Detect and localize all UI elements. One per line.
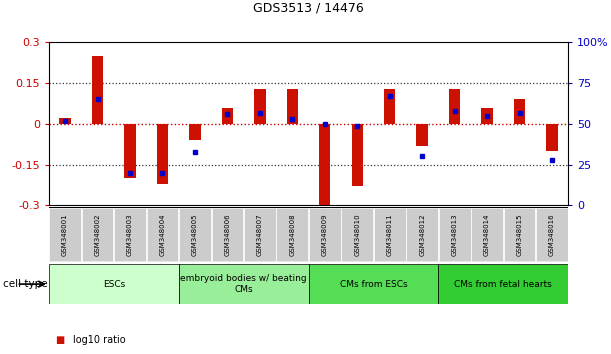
FancyBboxPatch shape <box>309 208 341 261</box>
Bar <box>189 124 200 140</box>
Bar <box>157 124 168 184</box>
Bar <box>417 124 428 145</box>
FancyBboxPatch shape <box>406 208 438 261</box>
Text: GSM348003: GSM348003 <box>127 213 133 256</box>
Text: ESCs: ESCs <box>103 280 125 289</box>
FancyBboxPatch shape <box>471 208 503 261</box>
FancyBboxPatch shape <box>342 208 373 261</box>
FancyBboxPatch shape <box>49 208 81 261</box>
Text: GSM348015: GSM348015 <box>516 213 522 256</box>
Text: cell type: cell type <box>3 279 48 289</box>
Bar <box>125 124 136 178</box>
FancyBboxPatch shape <box>536 208 568 261</box>
Bar <box>514 99 525 124</box>
FancyBboxPatch shape <box>309 264 439 304</box>
FancyBboxPatch shape <box>147 208 178 261</box>
Text: GSM348002: GSM348002 <box>95 213 101 256</box>
Bar <box>254 88 266 124</box>
Text: GSM348011: GSM348011 <box>387 213 393 256</box>
Bar <box>351 124 363 186</box>
Text: ■: ■ <box>55 335 64 345</box>
Text: GSM348012: GSM348012 <box>419 213 425 256</box>
Text: GSM348016: GSM348016 <box>549 213 555 256</box>
FancyBboxPatch shape <box>244 208 276 261</box>
Text: CMs from ESCs: CMs from ESCs <box>340 280 408 289</box>
Text: GSM348008: GSM348008 <box>290 213 295 256</box>
Text: GSM348009: GSM348009 <box>322 213 327 256</box>
Text: GSM348014: GSM348014 <box>484 213 490 256</box>
FancyBboxPatch shape <box>503 208 535 261</box>
FancyBboxPatch shape <box>114 208 146 261</box>
Bar <box>449 88 460 124</box>
FancyBboxPatch shape <box>439 264 568 304</box>
FancyBboxPatch shape <box>179 264 309 304</box>
FancyBboxPatch shape <box>211 208 243 261</box>
FancyBboxPatch shape <box>276 208 308 261</box>
Text: GSM348006: GSM348006 <box>224 213 230 256</box>
Bar <box>546 124 558 151</box>
Bar <box>59 119 71 124</box>
Text: GSM348010: GSM348010 <box>354 213 360 256</box>
Text: embryoid bodies w/ beating
CMs: embryoid bodies w/ beating CMs <box>180 274 307 294</box>
Text: GSM348005: GSM348005 <box>192 213 198 256</box>
Bar <box>287 88 298 124</box>
Bar <box>222 108 233 124</box>
Bar <box>319 124 331 205</box>
Text: GSM348004: GSM348004 <box>159 213 166 256</box>
FancyBboxPatch shape <box>179 208 211 261</box>
Text: GSM348013: GSM348013 <box>452 213 458 256</box>
Text: CMs from fetal hearts: CMs from fetal hearts <box>455 280 552 289</box>
FancyBboxPatch shape <box>49 264 179 304</box>
Bar <box>92 56 103 124</box>
Text: GSM348001: GSM348001 <box>62 213 68 256</box>
Bar <box>384 88 395 124</box>
Bar <box>481 108 492 124</box>
Text: log10 ratio: log10 ratio <box>73 335 126 345</box>
FancyBboxPatch shape <box>82 208 114 261</box>
Text: GSM348007: GSM348007 <box>257 213 263 256</box>
FancyBboxPatch shape <box>439 208 470 261</box>
FancyBboxPatch shape <box>374 208 406 261</box>
Text: GDS3513 / 14476: GDS3513 / 14476 <box>253 1 364 14</box>
